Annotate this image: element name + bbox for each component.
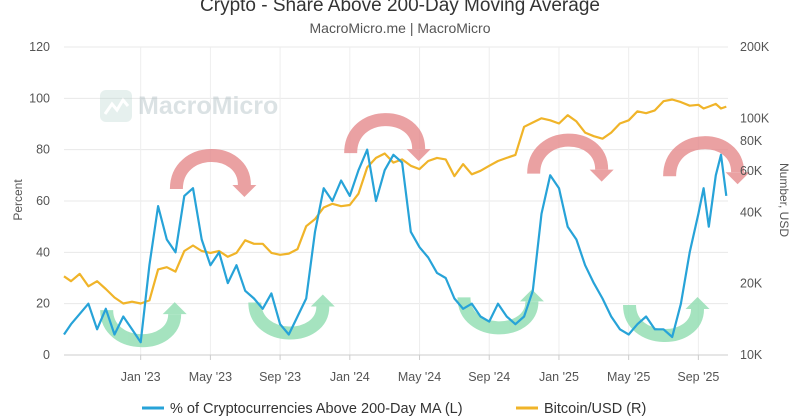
peak-arrow-icon xyxy=(344,113,431,162)
y-right-tick-label: 40K xyxy=(740,205,763,219)
trough-arrow-icon xyxy=(623,297,710,343)
peak-arrow-icon xyxy=(663,136,750,185)
peak-arrow-icon xyxy=(527,133,614,182)
series-line-bitcoin-usd[interactable] xyxy=(63,98,727,305)
y-axis-left-label: Percent xyxy=(11,179,25,221)
x-tick-label: May '24 xyxy=(398,370,441,384)
y-left-tick-label: 60 xyxy=(36,194,50,208)
x-tick-label: Sep '24 xyxy=(468,370,510,384)
y-right-tick-label: 20K xyxy=(740,277,763,291)
y-right-tick-label: 80K xyxy=(740,134,763,148)
x-tick-label: Sep '23 xyxy=(259,370,301,384)
right-axis: 10K 20K 40K 60K 80K 100K 200K xyxy=(740,40,770,362)
trend-annotations xyxy=(100,113,750,348)
y-right-tick-label: 100K xyxy=(740,111,770,125)
y-left-tick-label: 0 xyxy=(43,348,50,362)
y-left-tick-label: 120 xyxy=(29,40,50,54)
peak-arrow-icon xyxy=(169,149,257,198)
y-right-tick-label: 200K xyxy=(740,40,770,54)
x-tick-label: May '23 xyxy=(189,370,232,384)
y-left-tick-label: 40 xyxy=(36,245,50,259)
gridlines xyxy=(64,46,728,356)
x-tick-label: Jan '23 xyxy=(121,370,161,384)
series-line-pct-above-200ma[interactable] xyxy=(63,148,728,344)
y-right-tick-label: 60K xyxy=(740,164,763,178)
watermark-text: MacroMicro xyxy=(138,92,278,120)
x-tick-label: May '25 xyxy=(607,370,650,384)
trough-arrow-icon xyxy=(100,302,187,348)
chart-title: Crypto - Share Above 200-Day Moving Aver… xyxy=(200,0,600,16)
left-axis: 0 20 40 60 80 100 120 xyxy=(29,40,50,362)
legend-item-pct-above-200ma[interactable]: % of Cryptocurrencies Above 200-Day MA (… xyxy=(170,401,463,417)
legend[interactable]: % of Cryptocurrencies Above 200-Day MA (… xyxy=(142,401,646,417)
y-left-tick-label: 100 xyxy=(29,91,50,105)
macromicro-logo-icon xyxy=(100,90,132,122)
x-axis: Jan '23 May '23 Sep '23 Jan '24 May '24 Sep '… xyxy=(121,355,719,384)
x-tick-label: Jan '25 xyxy=(539,370,579,384)
x-tick-label: Jan '24 xyxy=(330,370,370,384)
chart-subtitle: MacroMicro.me | MacroMicro xyxy=(310,20,491,36)
watermark: MacroMicro xyxy=(100,90,278,122)
legend-item-bitcoin-usd[interactable]: Bitcoin/USD (R) xyxy=(544,401,646,417)
y-left-tick-label: 80 xyxy=(36,143,50,157)
y-right-tick-label: 10K xyxy=(740,348,763,362)
y-axis-right-label: Number, USD xyxy=(777,163,791,237)
series-layer xyxy=(63,98,728,344)
x-tick-label: Sep '25 xyxy=(677,370,719,384)
y-left-tick-label: 20 xyxy=(36,297,50,311)
